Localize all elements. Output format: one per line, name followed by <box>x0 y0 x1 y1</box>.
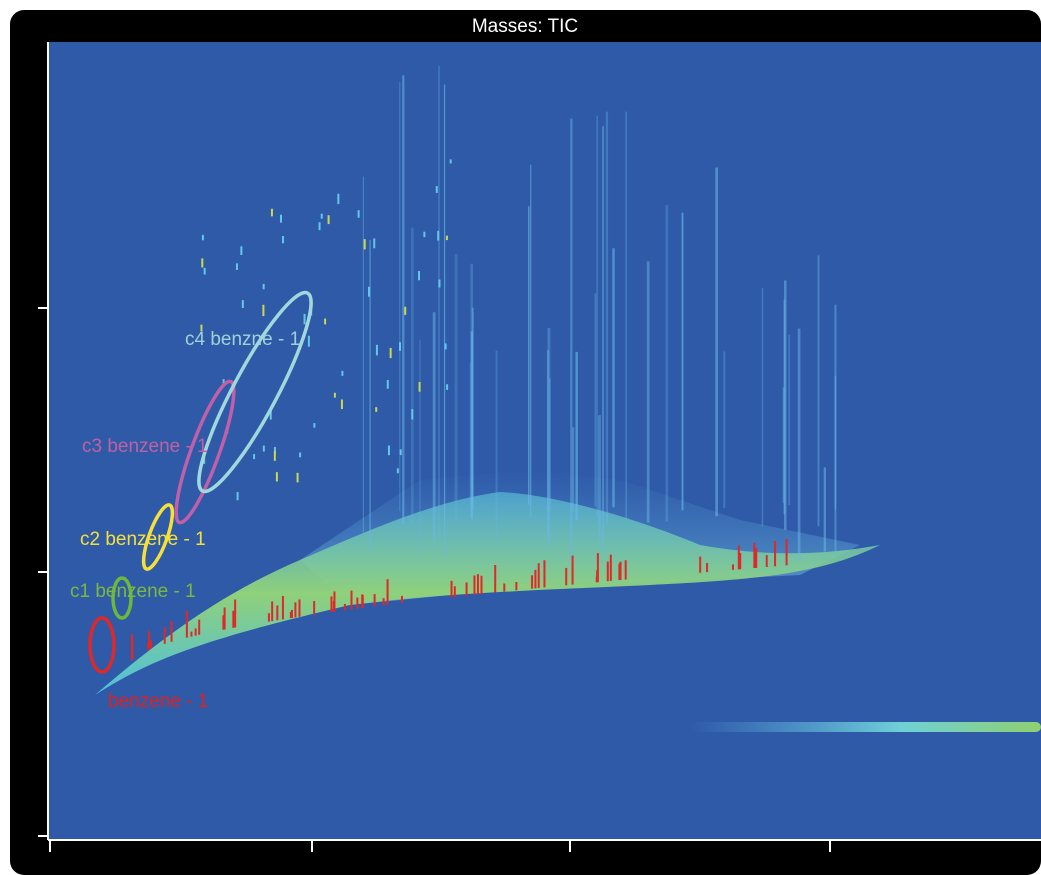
speckle <box>398 342 401 351</box>
speckle <box>396 468 399 474</box>
speckle <box>375 407 378 412</box>
speckle <box>449 159 452 164</box>
speckle <box>445 235 448 241</box>
speckle <box>375 344 378 356</box>
speckle <box>236 492 239 501</box>
speckle <box>275 472 278 482</box>
speckle <box>437 230 440 241</box>
speckle <box>367 286 370 297</box>
speckle <box>320 213 323 219</box>
speckle <box>341 370 344 376</box>
speckle <box>303 313 306 325</box>
speckle <box>279 214 282 223</box>
speckle <box>313 423 316 428</box>
speckle <box>386 379 389 389</box>
speckle <box>222 379 225 386</box>
speckle <box>273 446 276 454</box>
speckle <box>423 231 426 238</box>
speckle <box>201 258 204 268</box>
speckle <box>363 239 366 250</box>
speckle <box>446 384 449 390</box>
annotation-label: c2 benzene - 1 <box>80 529 206 550</box>
speckle <box>357 210 360 218</box>
speckle <box>318 222 321 231</box>
speckle <box>273 450 276 461</box>
speckle <box>282 235 285 244</box>
speckle <box>241 300 244 309</box>
speckle <box>262 445 265 452</box>
annotation-label: c3 benzene - 1 <box>82 436 208 457</box>
speckle <box>387 445 390 456</box>
speckle <box>200 324 203 332</box>
speckle <box>333 392 336 398</box>
speckle <box>201 234 204 241</box>
speckle <box>418 271 421 281</box>
speckle <box>296 472 299 483</box>
speckle <box>340 399 343 410</box>
speckle <box>240 246 243 256</box>
speckle <box>444 343 447 350</box>
speckle <box>438 279 441 288</box>
speckle <box>404 306 407 315</box>
speckle <box>327 215 330 225</box>
ellipse-benzene <box>88 616 116 674</box>
speckle <box>324 318 327 325</box>
speckle <box>411 409 414 420</box>
ellipse-c2 <box>141 503 175 571</box>
speckle <box>418 382 421 392</box>
speckle <box>262 283 265 290</box>
title: Masses: TIC <box>472 16 578 37</box>
speckle <box>389 347 392 359</box>
speckle <box>435 186 438 193</box>
streak <box>690 722 1041 732</box>
plot-area <box>48 42 1041 839</box>
speckle <box>307 335 310 347</box>
speckle <box>373 238 376 249</box>
ellipse-c3 <box>174 379 236 525</box>
annotation-label: c4 benzne - 1 <box>185 329 300 350</box>
speckle <box>299 452 302 458</box>
speckle <box>235 263 238 270</box>
blob <box>95 492 880 695</box>
speckle <box>262 304 265 317</box>
ellipse-c4 <box>197 290 313 494</box>
speckle <box>399 449 402 456</box>
speckle <box>269 408 272 420</box>
speckle <box>270 208 273 217</box>
speckle <box>337 193 340 205</box>
speckle <box>253 454 256 460</box>
ellipse-c1 <box>111 576 133 620</box>
annotation-label: benzene - 1 <box>108 691 208 712</box>
speckle <box>203 267 206 275</box>
annotation-label: c1 benzene - 1 <box>70 581 196 602</box>
